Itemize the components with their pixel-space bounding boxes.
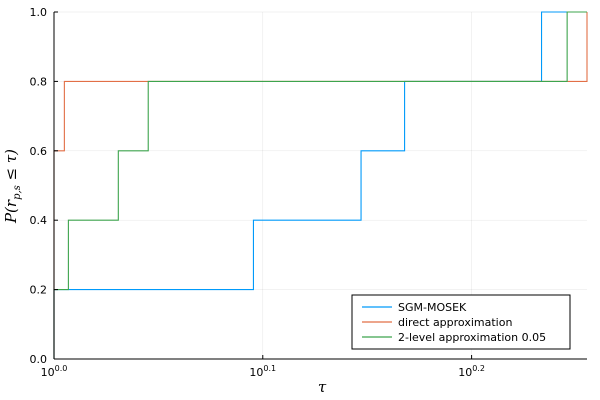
y-axis-title-prefix: P(r [2, 199, 20, 224]
x-tick-label-base: 10 [41, 366, 55, 379]
x-tick-label-exponent: 0.2 [472, 364, 485, 373]
y-tick-label: 1.0 [30, 6, 48, 19]
x-tick-label-exponent: 0.1 [263, 364, 276, 373]
y-axis-title-subscript: p,s [12, 185, 23, 200]
y-axis-title: P(rp,s ≤ τ) [2, 149, 23, 224]
x-tick-label-exponent: 0.0 [55, 364, 68, 373]
x-tick-label: 100.2 [458, 364, 485, 379]
x-axis-title: τ [318, 378, 327, 396]
y-tick-label: 0.0 [30, 353, 48, 366]
tick-labels: 100.0 100.1 100.20.00.20.40.60.81.0 [30, 6, 485, 379]
legend: SGM-MOSEK direct approximation 2-level app… [351, 294, 571, 350]
legend-label: SGM-MOSEK [398, 301, 467, 314]
series-line-3 [53, 11, 587, 359]
y-tick-label: 0.2 [30, 284, 48, 297]
y-tick-label: 0.8 [30, 75, 48, 88]
x-tick-label-base: 10 [458, 366, 472, 379]
legend-label: 2-level approximation 0.05 [398, 331, 546, 344]
legend-label: direct approximation [398, 316, 512, 329]
x-tick-label: 100.1 [249, 364, 276, 379]
y-axis-title-suffix: ≤ τ) [2, 149, 20, 185]
series-line-1 [53, 11, 587, 359]
x-tick-label-base: 10 [249, 366, 263, 379]
y-tick-label: 0.6 [30, 145, 48, 158]
axes [53, 11, 587, 360]
x-tick-label: 100.0 [41, 364, 68, 379]
y-tick-label: 0.4 [30, 214, 48, 227]
